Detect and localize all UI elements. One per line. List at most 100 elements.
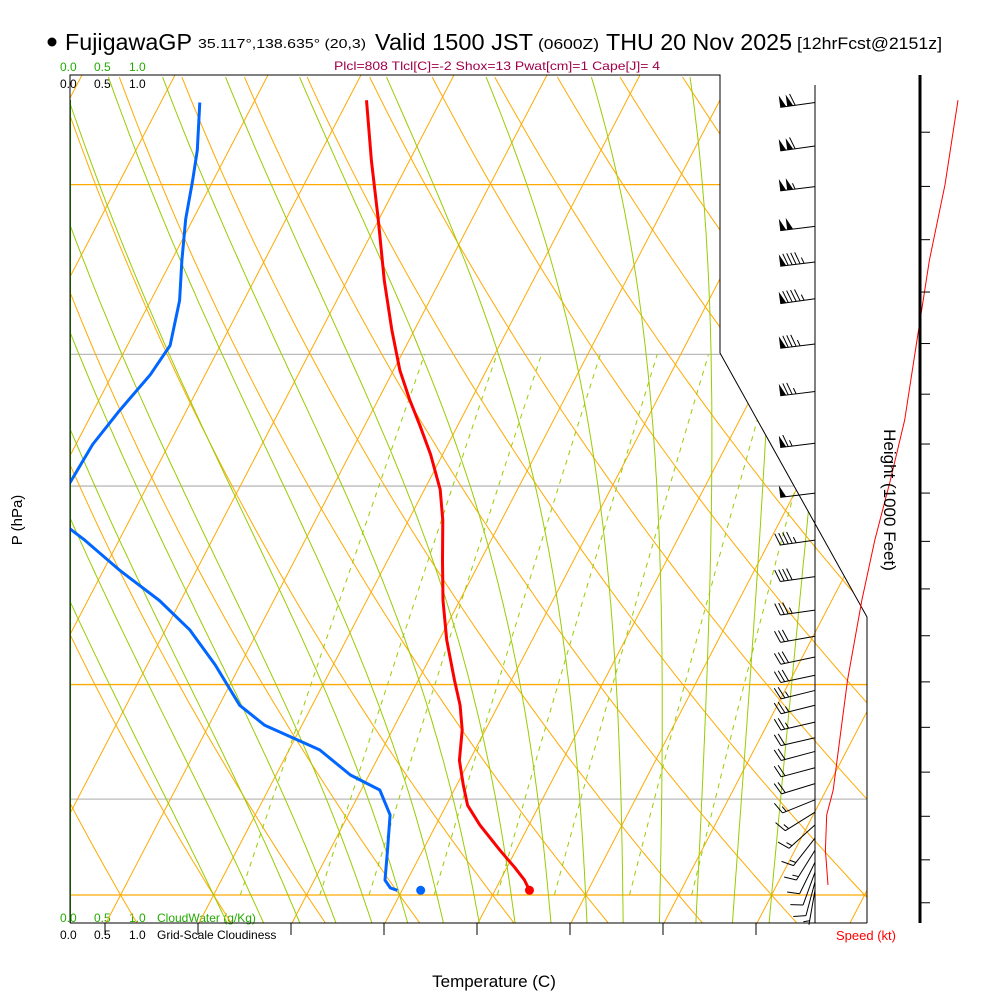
wind-barb xyxy=(773,686,816,700)
moist-adiabat-line xyxy=(70,76,301,923)
dry-adiabat-line xyxy=(494,76,867,923)
dry-adiabat-line xyxy=(70,76,421,923)
wind-barb-flag xyxy=(785,94,794,107)
wind-barb xyxy=(773,651,816,665)
dry-adiabat-line xyxy=(70,76,233,923)
wind-barb xyxy=(787,862,816,895)
moist-adiabat-line xyxy=(386,76,588,923)
wind-barb-staff xyxy=(780,101,816,108)
wind-barb-tick xyxy=(782,568,789,581)
wind-barb xyxy=(778,178,816,192)
cloudiness-tick: 0.5 xyxy=(94,77,111,91)
wind-barb-tick xyxy=(786,531,793,544)
dry-adiabat-line xyxy=(369,76,867,923)
dry-adiabat-line xyxy=(118,76,610,923)
mixing-ratio-line xyxy=(553,354,709,896)
wind-barb xyxy=(774,629,816,643)
wind-barb-tick xyxy=(774,630,781,643)
wind-barb-flag xyxy=(778,336,787,349)
wind-barb xyxy=(778,382,816,397)
wind-barb xyxy=(784,850,816,881)
moist-adiabat-line xyxy=(107,76,445,923)
wind-barb-staff xyxy=(780,635,816,643)
cloudiness-tick: 1.0 xyxy=(129,928,146,942)
moist-adiabat-line xyxy=(70,76,265,923)
wind-barb-tick xyxy=(782,335,789,348)
title-bar: FujigawaGP 35.117°,138.635° (20,3) Valid… xyxy=(47,29,942,73)
wind-barb xyxy=(790,871,816,906)
wind-barb-half-tick xyxy=(783,824,790,829)
wind-barb-staff xyxy=(780,539,816,546)
dewpoint-line xyxy=(70,102,398,892)
wind-barb-flag xyxy=(785,217,794,230)
wind-barb-flag xyxy=(778,485,787,498)
wind-barb xyxy=(778,289,816,305)
wind-barb-tick xyxy=(777,841,790,849)
isotherm-line xyxy=(663,75,867,923)
wind-barb xyxy=(793,881,816,917)
wind-barb-half-tick xyxy=(800,257,805,264)
cloudwater-tick: 1.0 xyxy=(129,60,146,74)
wind-barb-tick xyxy=(786,253,793,265)
wind-barb-tick xyxy=(777,748,786,760)
wind-speed-line xyxy=(824,100,959,885)
wind-barb-flag xyxy=(778,291,787,304)
wind-barb-tick xyxy=(789,137,796,150)
wind-barb-tick xyxy=(774,533,781,546)
wind-barb-tick xyxy=(790,252,797,265)
wind-barb-tick xyxy=(790,289,797,302)
moist-adiabat-line xyxy=(70,76,228,923)
wind-barb-tick xyxy=(778,630,785,642)
wind-barb-flag xyxy=(778,139,787,151)
station-dot-icon xyxy=(47,37,57,47)
wind-barb-staff xyxy=(793,837,816,866)
wind-barb-tick xyxy=(773,734,782,746)
wind-barb-half-tick xyxy=(786,842,793,847)
wind-barb xyxy=(773,764,816,778)
wind-barb xyxy=(781,837,816,867)
wind-barb-staff xyxy=(799,862,816,894)
wind-barb xyxy=(778,334,816,349)
wind-barb-tick xyxy=(774,569,781,582)
wind-barb xyxy=(774,568,816,583)
wind-barb xyxy=(773,748,816,761)
temperature-line xyxy=(365,100,531,891)
wind-barb-tick xyxy=(786,335,793,347)
wind-barbs xyxy=(773,93,816,925)
wind-barb-staff xyxy=(802,871,816,906)
wind-barb-staff xyxy=(780,704,816,715)
wind-barb-staff xyxy=(781,750,816,761)
wind-barb-staff xyxy=(780,689,816,700)
wind-barb-staff xyxy=(780,721,816,731)
wind-barb-tick xyxy=(773,671,782,683)
wind-barb-tick xyxy=(774,603,781,616)
wind-barb-staff xyxy=(780,343,816,349)
forecast-info: [12hrFcst@2151z] xyxy=(797,34,942,53)
cloudiness-tick: 1.0 xyxy=(129,77,146,91)
wind-barb-tick xyxy=(782,602,789,615)
wind-barb-tick xyxy=(786,568,793,581)
sounding-profiles xyxy=(70,100,534,923)
wind-barb-half-tick xyxy=(792,536,797,543)
mixing-ratio-line xyxy=(319,354,498,896)
wind-barb-staff xyxy=(796,850,816,881)
wind-barb-tick xyxy=(775,822,786,832)
wind-barb-tick xyxy=(777,782,786,793)
height-axis-title: Height (1000 Feet) xyxy=(880,429,899,571)
wind-barb-tick xyxy=(782,383,789,396)
wind-barb-flag xyxy=(778,179,787,191)
wind-barb-half-tick xyxy=(792,387,797,395)
wind-barb-tick xyxy=(781,651,790,663)
cloudwater-tick: 0.5 xyxy=(94,60,111,74)
wind-barb-tick xyxy=(784,876,797,881)
wind-barb-half-tick xyxy=(789,440,793,447)
wind-barb-staff xyxy=(788,824,816,849)
wind-barb xyxy=(778,434,816,448)
isotherm-line xyxy=(570,75,867,923)
wind-barb-tick xyxy=(778,532,785,545)
wind-barb-flag xyxy=(778,435,787,448)
moist-adiabat-line xyxy=(590,76,663,923)
wind-barb-tick xyxy=(777,764,786,777)
wind-barb-staff xyxy=(808,890,816,925)
wind-barb-half-tick xyxy=(788,607,793,614)
